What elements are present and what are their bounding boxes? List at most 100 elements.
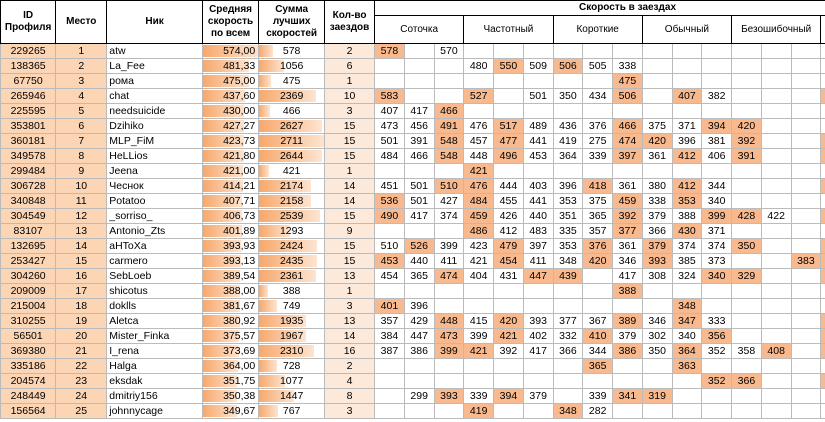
speed-cell: 282: [582, 403, 614, 419]
column-header: Место: [55, 0, 108, 44]
sum-speed: 2627: [279, 120, 304, 132]
table-row: 304260 16 SebLoeb 389,54 2361 13 454 365 474 404 4…: [0, 268, 825, 284]
sum-speed: 1967: [279, 330, 304, 342]
speed-cell: [731, 283, 762, 299]
speed-cell: [612, 103, 643, 119]
speed-cell: [612, 298, 643, 314]
table-row: 67750 3 рома 475,00 475 1 475: [0, 73, 825, 89]
speed-cell: [552, 283, 584, 299]
speed-cell: [641, 58, 673, 74]
profile-id: 132695: [0, 238, 57, 254]
table-row: 265946 4 chat 437,60 2369 10 583 527 501 350 434 50…: [0, 88, 825, 104]
data-bar: [203, 195, 243, 207]
speed-cell: [820, 403, 825, 419]
speed-cell: 363: [671, 358, 703, 374]
average-speed: 364,00: [223, 360, 256, 372]
average-speed: 375,57: [223, 330, 256, 342]
average-speed: 401,89: [223, 225, 256, 237]
speed-cell: 420: [641, 133, 673, 149]
speed-cell: 419: [552, 133, 584, 149]
data-bar: [203, 120, 245, 132]
average-speed: 414,21: [223, 180, 256, 192]
data-bar: [259, 240, 318, 252]
race-count: 2: [324, 43, 376, 59]
speed-cell: 486: [463, 223, 495, 239]
speed-cell: [433, 88, 465, 104]
table-row: 138365 2 La_Fee 481,33 1056 6 480 550 509 506 505 3…: [0, 58, 825, 74]
speed-cell: [760, 388, 792, 404]
average-cell: 406,73: [201, 208, 260, 224]
speed-cell: 346: [612, 253, 643, 269]
speed-cell: [403, 73, 435, 89]
place: 8: [55, 148, 108, 164]
nickname: atw: [106, 43, 203, 59]
speed-cell: 365: [403, 268, 435, 284]
speed-cell: [374, 403, 405, 419]
speed-cell: 399: [433, 343, 465, 359]
nickname: carmero: [106, 253, 203, 269]
column-header: Ник: [106, 0, 203, 44]
sum-speed: 749: [282, 300, 301, 312]
profile-id: 204574: [0, 373, 57, 389]
speed-cell: 376: [582, 238, 614, 254]
speed-cell: [493, 163, 524, 179]
speed-cell: 339: [582, 388, 614, 404]
speed-cell: 456: [403, 118, 435, 134]
speed-cell: 526: [403, 238, 435, 254]
speed-cell: [374, 223, 405, 239]
sum-cell: 2644: [258, 148, 326, 164]
speed-cell: [790, 148, 822, 164]
profile-id: 340848: [0, 193, 57, 209]
speed-cell: [463, 43, 495, 59]
speed-cell: 466: [403, 148, 435, 164]
speed-cell: 420: [731, 118, 762, 134]
average-speed: 427,27: [223, 120, 256, 132]
speed-cell: [760, 238, 792, 254]
sum-cell: 2158: [258, 193, 326, 209]
nickname: chat: [106, 88, 203, 104]
speed-cell: 392: [612, 208, 643, 224]
average-speed: 421,80: [223, 150, 256, 162]
speed-cell: 548: [433, 133, 465, 149]
speed-cell: 420: [493, 313, 524, 329]
speed-cell: [463, 373, 495, 389]
sum-cell: 578: [258, 43, 326, 59]
table-row: 83107 13 Antonio_Zts 401,89 1293 9 486 412 483 33…: [0, 223, 825, 239]
speed-cell: [374, 358, 405, 374]
place: 24: [55, 388, 108, 404]
average-cell: 414,21: [201, 178, 260, 194]
speed-cell: [820, 388, 825, 404]
race-count: 15: [324, 208, 376, 224]
speed-cell: [463, 283, 495, 299]
table-row: 209009 17 shicotus 388,00 388 1 388: [0, 283, 825, 299]
speed-cell: [731, 163, 762, 179]
speed-cell: 338: [612, 58, 643, 74]
speed-cell: [760, 328, 792, 344]
speed-cell: 399: [463, 328, 495, 344]
data-bar: [203, 315, 240, 327]
speed-cell: [671, 43, 703, 59]
speed-cell: 376: [582, 118, 614, 134]
speed-cell: 421: [463, 253, 495, 269]
speed-cell: [760, 193, 792, 209]
average-cell: 475,00: [201, 73, 260, 89]
table-row: 132695 14 aHToXa 393,93 2424 15 510 526 399 423 47…: [0, 238, 825, 254]
speed-cell: [790, 88, 822, 104]
speed-cell: 391: [731, 148, 762, 164]
speed-cell: 421: [463, 163, 495, 179]
average-speed: 381,67: [223, 300, 256, 312]
speed-cell: 479: [493, 238, 524, 254]
sum-speed: 421: [282, 165, 301, 177]
speed-cell: [790, 373, 822, 389]
speed-cell: 329: [731, 268, 762, 284]
table-row: 229265 1 atw 574,00 578 2 578 570: [0, 43, 825, 59]
speed-cell: 379: [522, 388, 554, 404]
speed-cell: 364: [671, 343, 703, 359]
nickname: MLP_FiM: [106, 133, 203, 149]
header-row: Соточка Частотный Короткие Обычный Безошибоч…: [1, 15, 825, 44]
sum-cell: 2711: [258, 133, 326, 149]
data-bar: [259, 360, 277, 372]
speed-cell: 379: [641, 208, 673, 224]
data-bar: [203, 75, 249, 87]
data-bar: [259, 105, 271, 117]
